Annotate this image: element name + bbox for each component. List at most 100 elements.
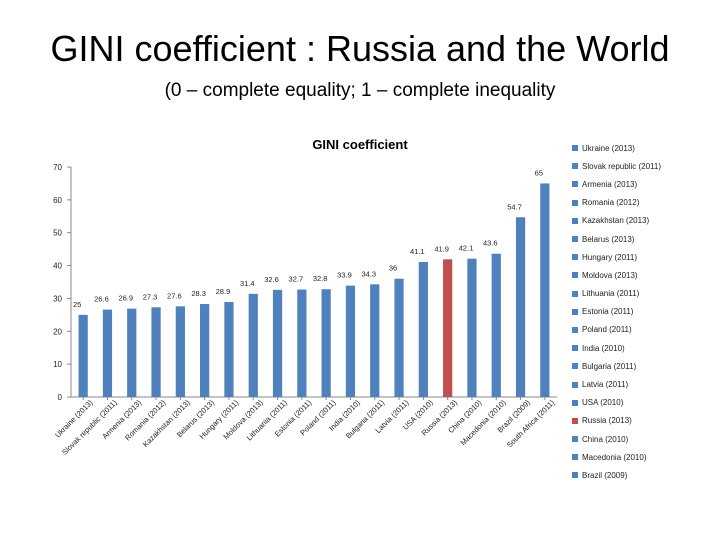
y-tick-label: 60 bbox=[53, 196, 62, 205]
legend-swatch bbox=[572, 308, 578, 315]
legend-swatch bbox=[572, 290, 578, 297]
legend-label: China (2010) bbox=[582, 434, 629, 444]
legend-swatch bbox=[572, 199, 578, 206]
legend-swatch bbox=[572, 236, 578, 243]
chart-title: GINI coefficient bbox=[312, 137, 408, 152]
legend-item: India (2010) bbox=[572, 339, 720, 357]
bar bbox=[151, 307, 161, 397]
legend-label: India (2010) bbox=[582, 343, 625, 353]
data-label: 27.3 bbox=[143, 292, 158, 301]
legend-label: Bulgaria (2011) bbox=[582, 361, 637, 371]
data-label: 28.3 bbox=[191, 289, 206, 298]
bar bbox=[443, 259, 453, 397]
bar bbox=[370, 284, 380, 397]
y-tick-label: 40 bbox=[53, 262, 62, 271]
legend-item: Bulgaria (2011) bbox=[572, 357, 720, 375]
legend-label: Belarus (2013) bbox=[582, 234, 635, 244]
legend-swatch bbox=[572, 381, 578, 388]
legend-item: Romania (2012) bbox=[572, 194, 720, 212]
y-tick-label: 50 bbox=[53, 229, 62, 238]
legend-swatch bbox=[572, 436, 578, 443]
y-tick-label: 30 bbox=[53, 294, 62, 303]
legend-label: Slovak republic (2011) bbox=[582, 161, 662, 171]
bar bbox=[467, 258, 477, 397]
legend-label: Brazil (2009) bbox=[582, 470, 628, 480]
slide-subtitle: (0 – complete equality; 1 – complete ine… bbox=[164, 80, 556, 101]
legend-label: Hungary (2011) bbox=[582, 252, 637, 262]
bar bbox=[297, 289, 307, 397]
data-label: 31.4 bbox=[240, 279, 255, 288]
legend-item: Russia (2013) bbox=[572, 412, 720, 430]
bar bbox=[491, 253, 501, 397]
legend-label: Ukraine (2013) bbox=[582, 143, 635, 153]
data-label: 54.7 bbox=[507, 202, 522, 211]
data-label: 25 bbox=[73, 300, 81, 309]
bar bbox=[175, 306, 185, 397]
legend-swatch bbox=[572, 217, 578, 224]
legend-item: Ukraine (2013) bbox=[572, 139, 720, 157]
data-label: 26.9 bbox=[118, 294, 133, 303]
data-label: 28.9 bbox=[216, 287, 231, 296]
legend-swatch bbox=[572, 472, 578, 479]
legend-item: Estonia (2011) bbox=[572, 303, 720, 321]
data-label: 32.8 bbox=[313, 274, 328, 283]
legend-item: Belarus (2013) bbox=[572, 230, 720, 248]
y-tick-label: 20 bbox=[53, 327, 62, 336]
bar bbox=[394, 278, 404, 397]
legend-swatch bbox=[572, 417, 578, 424]
bar bbox=[224, 302, 234, 397]
legend-item: Hungary (2011) bbox=[572, 248, 720, 266]
bar bbox=[102, 309, 113, 397]
data-label: 32.6 bbox=[264, 275, 279, 284]
data-label: 32.7 bbox=[289, 275, 304, 284]
data-label: 27.6 bbox=[167, 291, 182, 300]
legend-label: USA (2010) bbox=[582, 398, 624, 408]
legend-label: Russia (2013) bbox=[582, 416, 632, 426]
data-label: 36 bbox=[389, 264, 397, 273]
bar bbox=[540, 183, 550, 397]
bar bbox=[127, 308, 137, 397]
data-label: 34.3 bbox=[361, 269, 376, 278]
y-tick-label: 0 bbox=[58, 393, 63, 402]
data-label: 42.1 bbox=[459, 244, 474, 253]
legend-swatch bbox=[572, 254, 578, 261]
legend-item: Kazakhstan (2013) bbox=[572, 212, 720, 230]
data-label: 33.9 bbox=[337, 271, 352, 280]
data-label: 43.6 bbox=[483, 239, 498, 248]
data-label: 41.1 bbox=[410, 247, 425, 256]
y-tick-label: 70 bbox=[53, 163, 62, 172]
legend-swatch bbox=[572, 272, 578, 279]
y-tick-label: 10 bbox=[53, 360, 62, 369]
legend-item: Brazil (2009) bbox=[572, 466, 720, 484]
legend-swatch bbox=[572, 399, 578, 406]
legend-item: Poland (2011) bbox=[572, 321, 720, 339]
data-label: 65 bbox=[535, 168, 543, 177]
legend-swatch bbox=[572, 345, 578, 352]
bar bbox=[515, 217, 526, 397]
data-label: 26.6 bbox=[94, 295, 109, 304]
legend-label: Poland (2011) bbox=[582, 325, 632, 335]
legend-label: Lithuania (2011) bbox=[582, 289, 640, 299]
bar bbox=[200, 304, 210, 397]
legend-label: Latvia (2011) bbox=[582, 380, 629, 390]
bar bbox=[321, 289, 331, 397]
legend-item: Moldova (2013) bbox=[572, 266, 720, 284]
chart-legend: Ukraine (2013) Slovak republic (2011) Arme… bbox=[572, 139, 720, 485]
legend-swatch bbox=[572, 163, 578, 170]
data-label: 41.9 bbox=[434, 244, 449, 253]
legend-item: USA (2010) bbox=[572, 394, 720, 412]
legend-swatch bbox=[572, 181, 578, 188]
slide-title: GINI coefficient : Russia and the World bbox=[50, 28, 670, 69]
legend-swatch bbox=[572, 326, 578, 333]
legend-label: Macedonia (2010) bbox=[582, 452, 647, 462]
bar bbox=[78, 314, 88, 397]
legend-item: Latvia (2011) bbox=[572, 375, 720, 393]
legend-swatch bbox=[572, 454, 578, 461]
legend-label: Armenia (2013) bbox=[582, 179, 638, 189]
bar bbox=[272, 289, 283, 397]
legend-label: Moldova (2013) bbox=[582, 270, 638, 280]
legend-swatch bbox=[572, 363, 578, 370]
legend-swatch bbox=[572, 145, 578, 152]
bar bbox=[418, 261, 428, 397]
